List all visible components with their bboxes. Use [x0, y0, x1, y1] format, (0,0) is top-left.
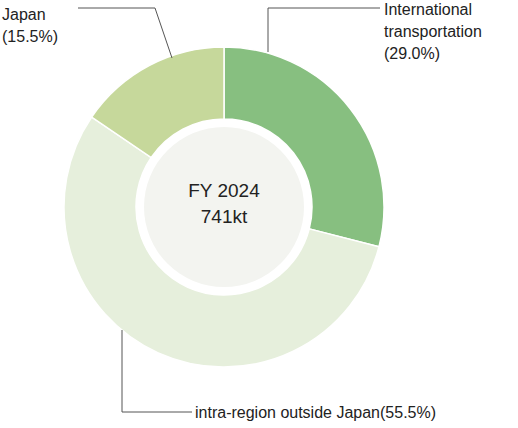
center-text: 741kt [201, 206, 248, 227]
category-label: Internationaltransportation [384, 1, 482, 40]
slice-label: intra-region outside Japan(55.5%) [195, 404, 436, 421]
slices [64, 47, 384, 367]
center-text: FY 2024 [188, 180, 260, 201]
leader-line [268, 8, 380, 52]
center-disk [144, 127, 304, 287]
value-label: (55.5%) [380, 404, 436, 421]
value-label: (29.0%) [384, 45, 440, 62]
value-label: (15.5%) [2, 28, 58, 45]
leader-line [78, 8, 172, 58]
category-label: intra-region outside Japan [195, 404, 380, 421]
leader-line [122, 330, 192, 412]
category-label: Japan [2, 6, 46, 23]
slice [64, 117, 379, 367]
chart: FY 2024 741kt Internationaltransportation (… [0, 0, 518, 428]
